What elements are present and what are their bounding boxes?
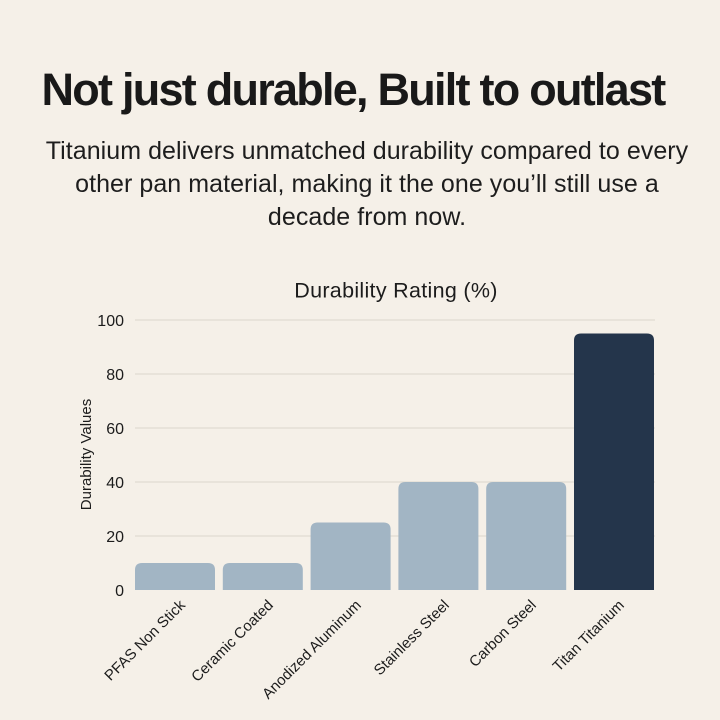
svg-text:Carbon Steel: Carbon Steel	[466, 597, 540, 671]
svg-text:Titan Titanium: Titan Titanium	[550, 597, 628, 675]
svg-text:Stainless Steel: Stainless Steel	[371, 597, 453, 679]
svg-text:40: 40	[106, 475, 124, 492]
svg-text:Durability Rating (%): Durability Rating (%)	[294, 279, 497, 303]
svg-text:Anodized Aluminum: Anodized Aluminum	[259, 597, 365, 703]
svg-text:60: 60	[106, 421, 124, 438]
svg-text:100: 100	[97, 313, 124, 330]
svg-text:PFAS Non Stick: PFAS Non Stick	[101, 596, 189, 684]
svg-text:0: 0	[115, 583, 124, 600]
svg-text:Durability Values: Durability Values	[78, 399, 95, 510]
svg-text:20: 20	[106, 529, 124, 546]
svg-text:Ceramic Coated: Ceramic Coated	[188, 597, 277, 686]
svg-text:80: 80	[106, 367, 124, 384]
